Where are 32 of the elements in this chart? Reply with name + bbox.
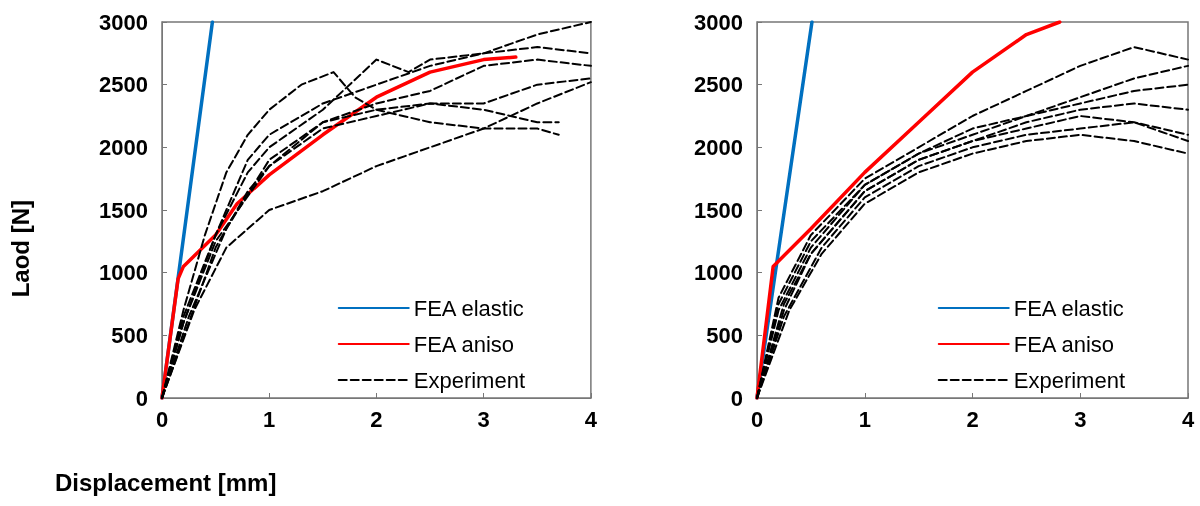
- y-tick-label: 1500: [694, 197, 743, 223]
- x-tick-label: 3: [477, 406, 490, 432]
- x-tick-label: 4: [584, 406, 598, 432]
- y-tick-label: 500: [111, 322, 148, 348]
- y-tick-label: 3000: [694, 9, 743, 35]
- y-tick-label: 2500: [99, 72, 148, 98]
- y-tick-label: 2000: [99, 134, 148, 160]
- y-tick-label: 1000: [99, 260, 148, 286]
- x-tick-label: 2: [966, 406, 979, 432]
- x-tick-label: 3: [1074, 406, 1087, 432]
- legend-label: Experiment: [413, 367, 526, 393]
- x-tick-label: 0: [750, 406, 764, 432]
- y-tick-label: 500: [706, 322, 743, 348]
- x-tick-label: 2: [370, 406, 383, 432]
- legend-label: FEA elastic: [413, 295, 524, 321]
- y-tick-label: 3000: [99, 9, 148, 35]
- y-axis-title: Laod [N]: [6, 200, 34, 298]
- x-tick-label: 4: [1181, 406, 1195, 432]
- legend-label: FEA aniso: [413, 331, 515, 357]
- x-tick-label: 1: [858, 406, 871, 432]
- y-tick-label: 1000: [694, 260, 743, 286]
- legend-label: FEA aniso: [1013, 331, 1115, 357]
- y-tick-label: 2500: [694, 72, 743, 98]
- x-axis-title: Displacement [mm]: [55, 468, 277, 496]
- y-tick-label: 2000: [694, 134, 743, 160]
- y-tick-label: 0: [135, 385, 148, 411]
- x-tick-label: 0: [155, 406, 169, 432]
- y-tick-label: 0: [730, 385, 743, 411]
- x-tick-label: 1: [263, 406, 276, 432]
- legend-label: Experiment: [1013, 367, 1126, 393]
- y-tick-label: 1500: [99, 197, 148, 223]
- legend-label: FEA elastic: [1013, 295, 1124, 321]
